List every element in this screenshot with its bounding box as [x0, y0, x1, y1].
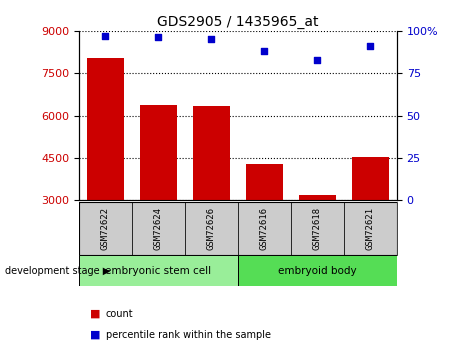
Point — [367, 43, 374, 49]
Point — [261, 49, 268, 54]
Bar — [299, 195, 336, 200]
Text: GSM72624: GSM72624 — [154, 207, 163, 250]
Text: GSM72622: GSM72622 — [101, 207, 110, 250]
Text: ■: ■ — [90, 309, 101, 319]
Text: development stage ▶: development stage ▶ — [5, 266, 110, 276]
Bar — [140, 105, 177, 200]
Text: count: count — [106, 309, 133, 319]
Bar — [193, 106, 230, 200]
Text: GSM72621: GSM72621 — [366, 207, 375, 250]
Point — [314, 57, 321, 62]
Text: percentile rank within the sample: percentile rank within the sample — [106, 330, 271, 339]
Point — [155, 34, 162, 40]
Bar — [344, 202, 397, 255]
Bar — [79, 202, 132, 255]
Point — [208, 36, 215, 41]
Text: GSM72626: GSM72626 — [207, 207, 216, 250]
Bar — [185, 202, 238, 255]
Bar — [238, 255, 397, 286]
Bar — [132, 202, 185, 255]
Text: embryonic stem cell: embryonic stem cell — [106, 266, 212, 276]
Bar — [238, 202, 291, 255]
Bar — [352, 157, 389, 200]
Text: embryoid body: embryoid body — [278, 266, 357, 276]
Bar — [246, 164, 283, 200]
Bar — [79, 255, 238, 286]
Bar — [291, 202, 344, 255]
Text: ■: ■ — [90, 330, 101, 339]
Point — [102, 33, 109, 39]
Text: GSM72616: GSM72616 — [260, 207, 269, 250]
Title: GDS2905 / 1435965_at: GDS2905 / 1435965_at — [157, 14, 319, 29]
Bar — [87, 58, 124, 200]
Text: GSM72618: GSM72618 — [313, 207, 322, 250]
